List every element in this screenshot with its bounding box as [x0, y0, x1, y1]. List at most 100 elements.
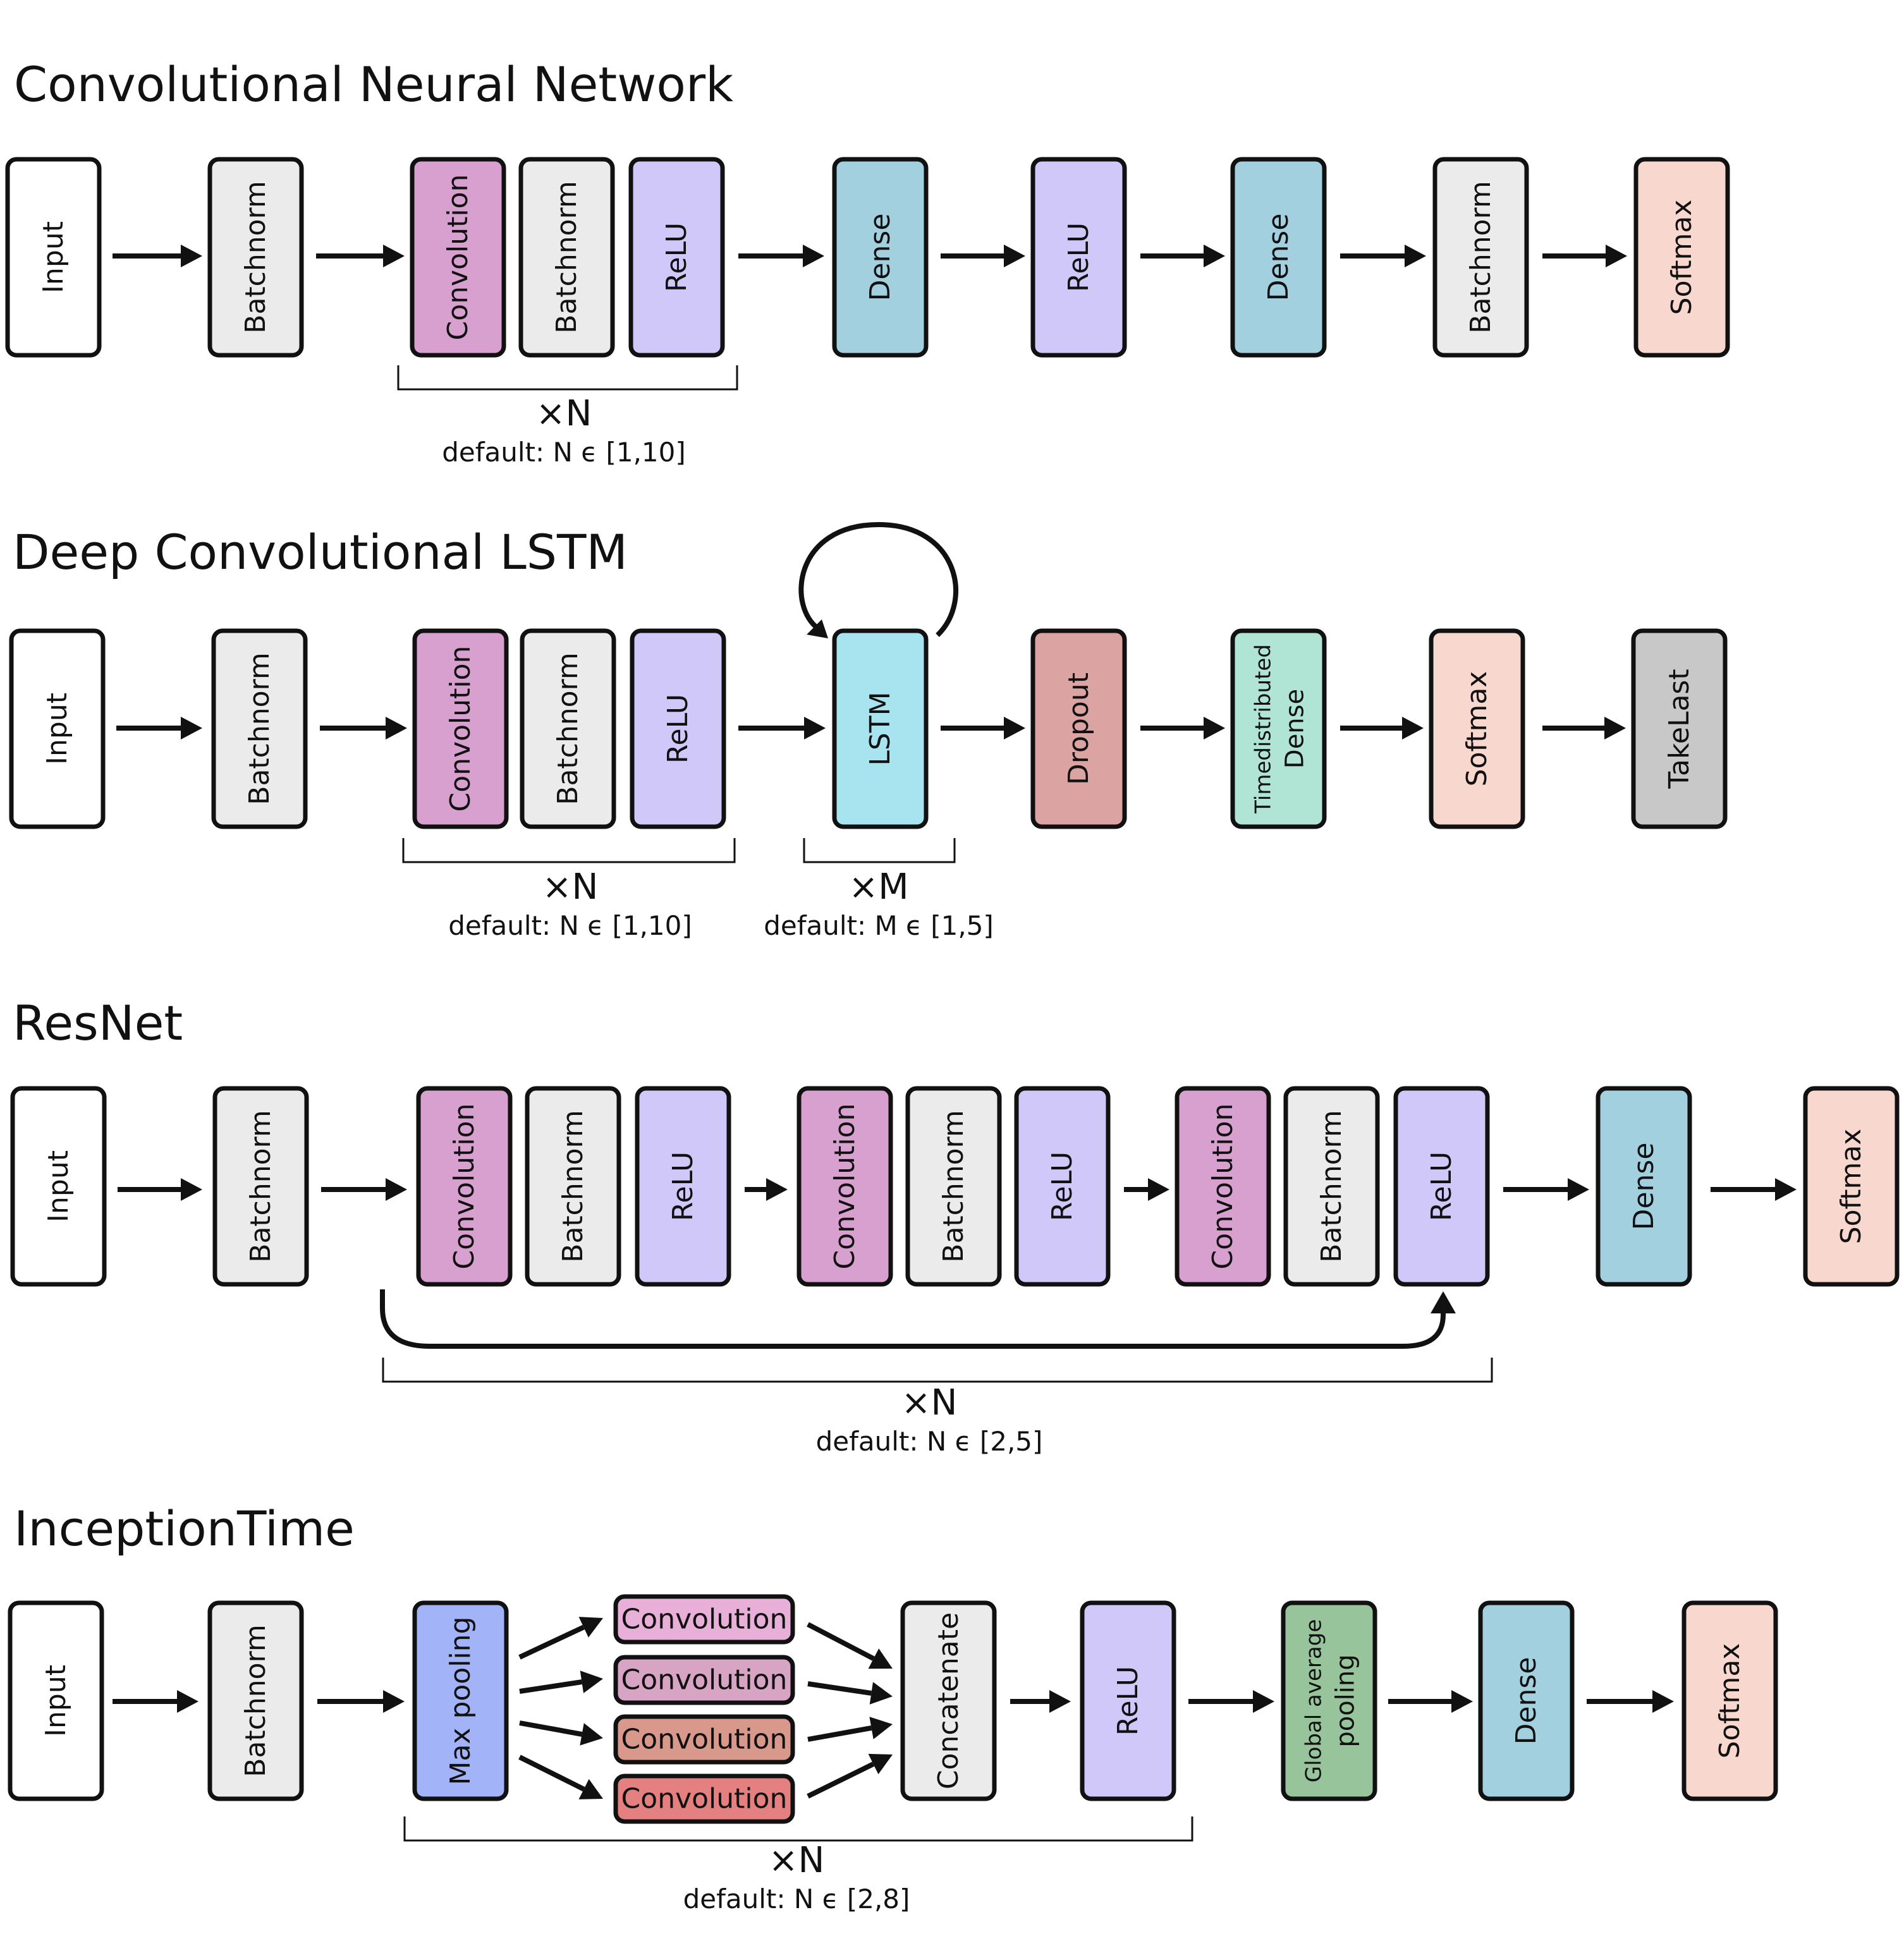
block-label: Dense	[1262, 214, 1295, 301]
arrow-shaft	[519, 1720, 583, 1737]
lstm-recurrent-loop	[798, 521, 958, 637]
blocks-layer: Input Batchnorm Convolution Batchnorm ReLU De…	[5, 157, 1900, 1824]
deepconvlstm-conv-repeat-multiplier: ×N	[542, 867, 599, 908]
block-label: LSTM	[864, 691, 896, 765]
resnet-flow-arrow	[1711, 1178, 1797, 1201]
block-label: Convolution	[621, 1724, 788, 1756]
inception-fanout-arrow	[519, 1720, 603, 1746]
deepconvlstm-flow-arrow	[1140, 717, 1225, 739]
arrow-head	[869, 1717, 893, 1739]
deepconvlstm-flow-arrow	[738, 717, 826, 739]
arrow-head	[766, 1178, 788, 1201]
block-batchnorm: Batchnorm	[905, 1086, 1002, 1287]
brackets-layer	[382, 365, 1493, 1842]
resnet-flow-arrow	[1503, 1178, 1589, 1201]
bracket-line	[803, 838, 956, 863]
block-box	[1014, 1086, 1111, 1287]
block-box	[832, 157, 929, 358]
block-box	[10, 1086, 107, 1287]
arrow-head	[181, 1178, 202, 1201]
block-box	[635, 1086, 731, 1287]
cnn-repeat-default: default: N ϵ [1,10]	[442, 437, 686, 468]
arrow-shaft	[518, 1624, 585, 1660]
block-box	[613, 1594, 795, 1645]
cnn-flow-arrow	[113, 245, 202, 267]
block-label: TakeLast	[1663, 669, 1695, 789]
block-label: Convolution	[444, 646, 477, 812]
arrow-head	[177, 1690, 198, 1713]
cnn-repeat-multiplier: ×N	[536, 393, 592, 434]
block-box	[1803, 1086, 1900, 1287]
inception-flow-arrow	[113, 1690, 198, 1713]
block-box	[8, 1600, 104, 1801]
arrow-head	[1004, 245, 1025, 267]
block-label: ReLU	[667, 1152, 699, 1221]
arrow-head	[868, 1753, 893, 1775]
block-label: Dense	[1628, 1143, 1660, 1231]
block-label: Batchnorm	[557, 1110, 589, 1262]
arrow-head	[1253, 1690, 1274, 1713]
block-label: Dense	[1510, 1657, 1542, 1745]
block-box	[5, 157, 102, 358]
block-label: Dense	[864, 214, 896, 301]
block-box	[900, 1600, 997, 1801]
deepconvlstm-flow-arrow	[1542, 717, 1626, 739]
block-box	[1230, 157, 1327, 358]
inception-fanin-arrow	[807, 1753, 893, 1799]
block-box	[796, 1086, 893, 1287]
block-box	[613, 1714, 795, 1765]
block-label: Batchnorm	[551, 181, 583, 333]
block-box	[412, 628, 509, 829]
block-label: Convolution	[442, 174, 474, 341]
resnet-skip-connection	[380, 1289, 1446, 1349]
arrow-head	[181, 245, 202, 267]
block-box	[518, 157, 615, 358]
block-label: Global average	[1302, 1619, 1327, 1782]
block-box	[9, 628, 106, 829]
block-label: Softmax	[1835, 1129, 1867, 1244]
inception-repeat-multiplier: ×N	[769, 1840, 825, 1881]
resnet-skip-arrowhead	[1431, 1291, 1456, 1313]
section-title-cnn: Convolutional Neural Network	[14, 56, 733, 113]
block-batchnorm: Batchnorm	[212, 1086, 309, 1287]
block-label: Batchnorm	[552, 652, 584, 805]
block-label: Batchnorm	[240, 181, 272, 333]
arrow-shaft	[807, 1762, 875, 1799]
block-convolution: Convolution	[410, 157, 506, 358]
block-lstm: LSTM	[832, 628, 929, 829]
block-box	[832, 628, 929, 829]
block-box	[1432, 157, 1529, 358]
block-box	[211, 628, 308, 829]
block-input: Input	[9, 628, 106, 829]
lstm-loop-arrowhead	[807, 619, 828, 638]
block-batchnorm: Batchnorm	[207, 157, 304, 358]
resnet-flow-arrow	[1124, 1178, 1169, 1201]
block-box	[1393, 1086, 1490, 1287]
block-box	[1283, 1086, 1380, 1287]
block-label: Input	[41, 693, 73, 765]
block-convolution: Convolution	[416, 1086, 513, 1287]
arrows-layer	[113, 245, 1797, 1799]
block-label: Convolution	[448, 1104, 480, 1270]
arrow-head	[383, 1690, 405, 1713]
block-relu: ReLU	[630, 628, 726, 829]
block-box	[1596, 1086, 1692, 1287]
block-box	[1030, 628, 1127, 829]
arrow-head	[1204, 245, 1225, 267]
cnn-flow-arrow	[738, 245, 824, 267]
block-label: Softmax	[1461, 671, 1493, 787]
block-input: Input	[8, 1600, 104, 1801]
block-global-average-pooling: Global average pooling	[1281, 1600, 1377, 1801]
block-label: Max pooling	[444, 1617, 477, 1786]
arrow-head	[868, 1648, 893, 1669]
block-box	[412, 1600, 509, 1801]
block-box	[613, 1655, 795, 1705]
inception-fanout-arrow	[519, 1670, 603, 1694]
block-relu: ReLU	[1030, 157, 1127, 358]
block-softmax: Softmax	[1681, 1600, 1778, 1801]
bracket-line	[402, 838, 736, 863]
inception-fanin-arrow	[807, 1717, 893, 1742]
arrow-head	[1451, 1690, 1473, 1713]
block-convolution: Convolution	[796, 1086, 893, 1287]
